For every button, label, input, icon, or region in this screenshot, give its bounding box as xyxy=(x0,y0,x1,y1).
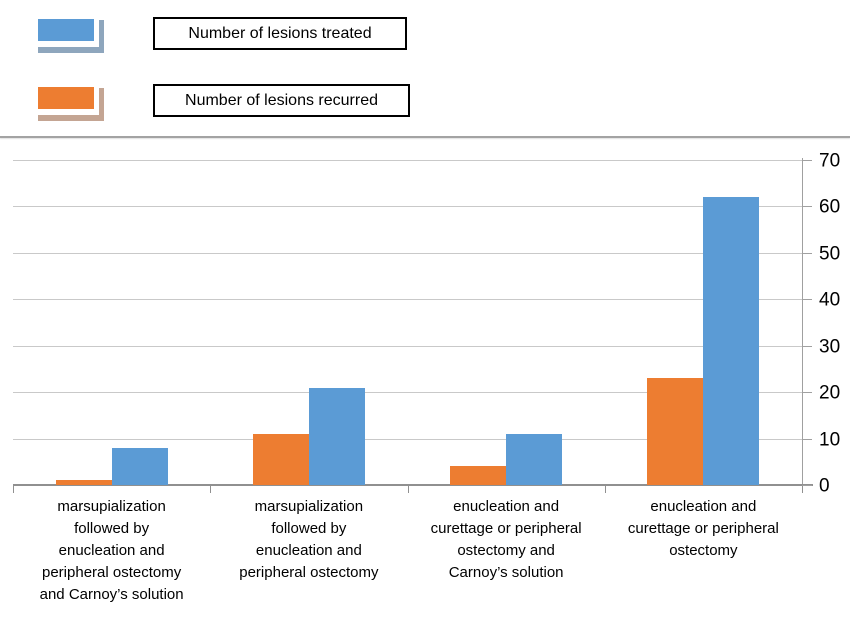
y-axis-label-0: 0 xyxy=(819,475,830,497)
y-axis-label-50: 50 xyxy=(819,243,841,265)
category-label-1: marsupialization followed by enucleation… xyxy=(39,498,184,603)
y-axis-tick-50 xyxy=(802,252,812,254)
x-axis-tick-1 xyxy=(210,486,212,493)
legend-label-recurred: Number of lesions recurred xyxy=(185,91,378,109)
gridline-30 xyxy=(13,345,802,347)
bar-treated-cat3 xyxy=(506,433,563,485)
y-axis-tick-40 xyxy=(802,299,812,301)
legend-key-recurred xyxy=(33,82,99,115)
x-axis-tick-0 xyxy=(13,486,14,493)
y-axis-label-70: 70 xyxy=(819,150,841,172)
legend-label-treated: Number of lesions treated xyxy=(188,24,372,42)
gridline-70 xyxy=(13,160,802,161)
bar-recurred-cat3 xyxy=(450,466,507,485)
y-axis-label-60: 60 xyxy=(819,196,841,218)
y-axis-tick-0 xyxy=(802,485,812,486)
y-axis-tick-10 xyxy=(802,438,812,440)
x-axis-line xyxy=(13,484,813,486)
y-axis-label-10: 10 xyxy=(819,429,841,451)
category-label-3: enucleation and curettage or peripheral … xyxy=(430,498,582,581)
x-axis-tick-last xyxy=(802,486,803,493)
bar-recurred-cat1 xyxy=(55,480,112,485)
legend-label-recurred-box: Number of lesions recurred xyxy=(153,84,410,117)
bar-recurred-cat2 xyxy=(252,433,309,485)
bar-recurred-cat4 xyxy=(647,378,704,485)
y-axis-tick-30 xyxy=(802,345,812,347)
legend-key-treated xyxy=(33,14,99,47)
bar-treated-cat4 xyxy=(703,197,760,485)
y-axis-line xyxy=(802,158,803,491)
gridline-60 xyxy=(13,206,802,208)
y-axis-tick-60 xyxy=(802,206,812,208)
gridline-20 xyxy=(13,392,802,394)
y-axis-tick-70 xyxy=(802,160,812,161)
legend-label-treated-box: Number of lesions treated xyxy=(153,17,407,50)
category-label-2: marsupialization followed by enucleation… xyxy=(239,498,379,581)
x-axis-tick-2 xyxy=(407,486,409,493)
category-label-4: enucleation and curettage or peripheral … xyxy=(627,498,779,559)
legend-separator-line xyxy=(0,136,850,138)
treated-color-swatch xyxy=(38,19,94,41)
bar-treated-cat1 xyxy=(111,447,168,485)
gridline-40 xyxy=(13,299,802,301)
bar-treated-cat2 xyxy=(308,387,365,485)
y-axis-label-40: 40 xyxy=(819,289,841,311)
recurred-color-swatch xyxy=(38,87,94,109)
y-axis-label-20: 20 xyxy=(819,382,841,404)
x-axis-tick-3 xyxy=(604,486,606,493)
y-axis-tick-20 xyxy=(802,392,812,394)
y-axis-label-30: 30 xyxy=(819,336,841,358)
gridline-50 xyxy=(13,252,802,254)
gridline-10 xyxy=(13,438,802,440)
